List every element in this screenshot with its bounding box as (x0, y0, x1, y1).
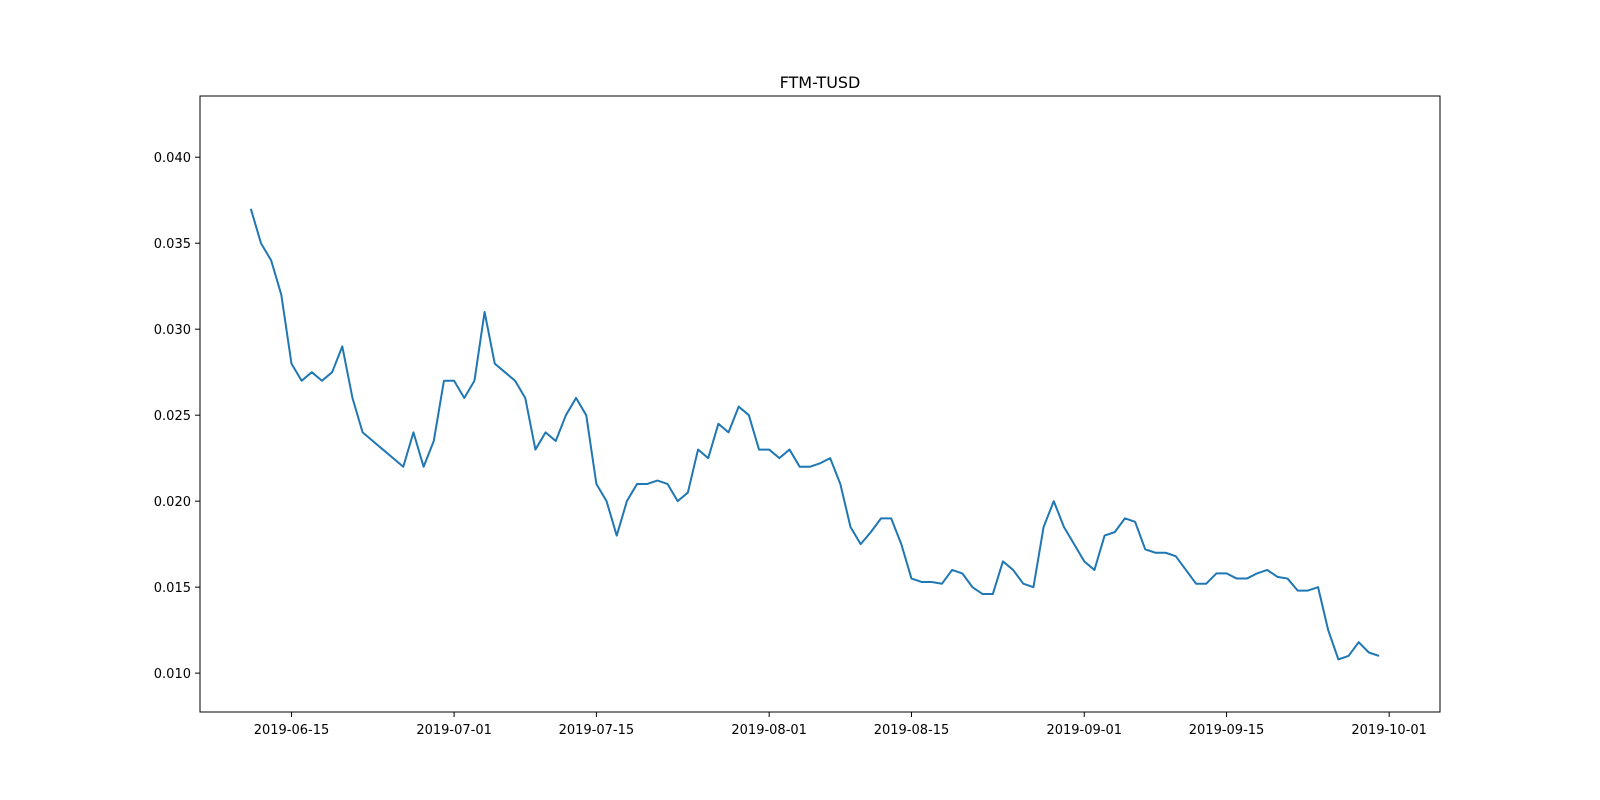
y-tick-label: 0.020 (154, 495, 191, 510)
x-tick-label: 2019-08-01 (731, 723, 807, 738)
line-series (249, 208, 1380, 661)
x-tick-label: 2019-08-15 (874, 723, 950, 738)
x-tick-label: 2019-09-15 (1189, 723, 1265, 738)
x-tick-label: 2019-10-01 (1351, 723, 1427, 738)
x-tick-label: 2019-07-15 (559, 723, 635, 738)
x-tick-label: 2019-06-15 (254, 723, 330, 738)
chart-title: FTM-TUSD (780, 73, 861, 92)
x-tick-label: 2019-09-01 (1046, 723, 1122, 738)
plot-frame (199, 95, 1441, 713)
y-tick-label: 0.025 (154, 409, 191, 424)
y-tick-label: 0.035 (154, 237, 191, 252)
y-tick-label: 0.010 (154, 667, 191, 682)
y-tick-label: 0.040 (154, 151, 191, 166)
y-tick-label: 0.030 (154, 323, 191, 338)
y-tick-label: 0.015 (154, 581, 191, 596)
x-tick-label: 2019-07-01 (416, 723, 492, 738)
